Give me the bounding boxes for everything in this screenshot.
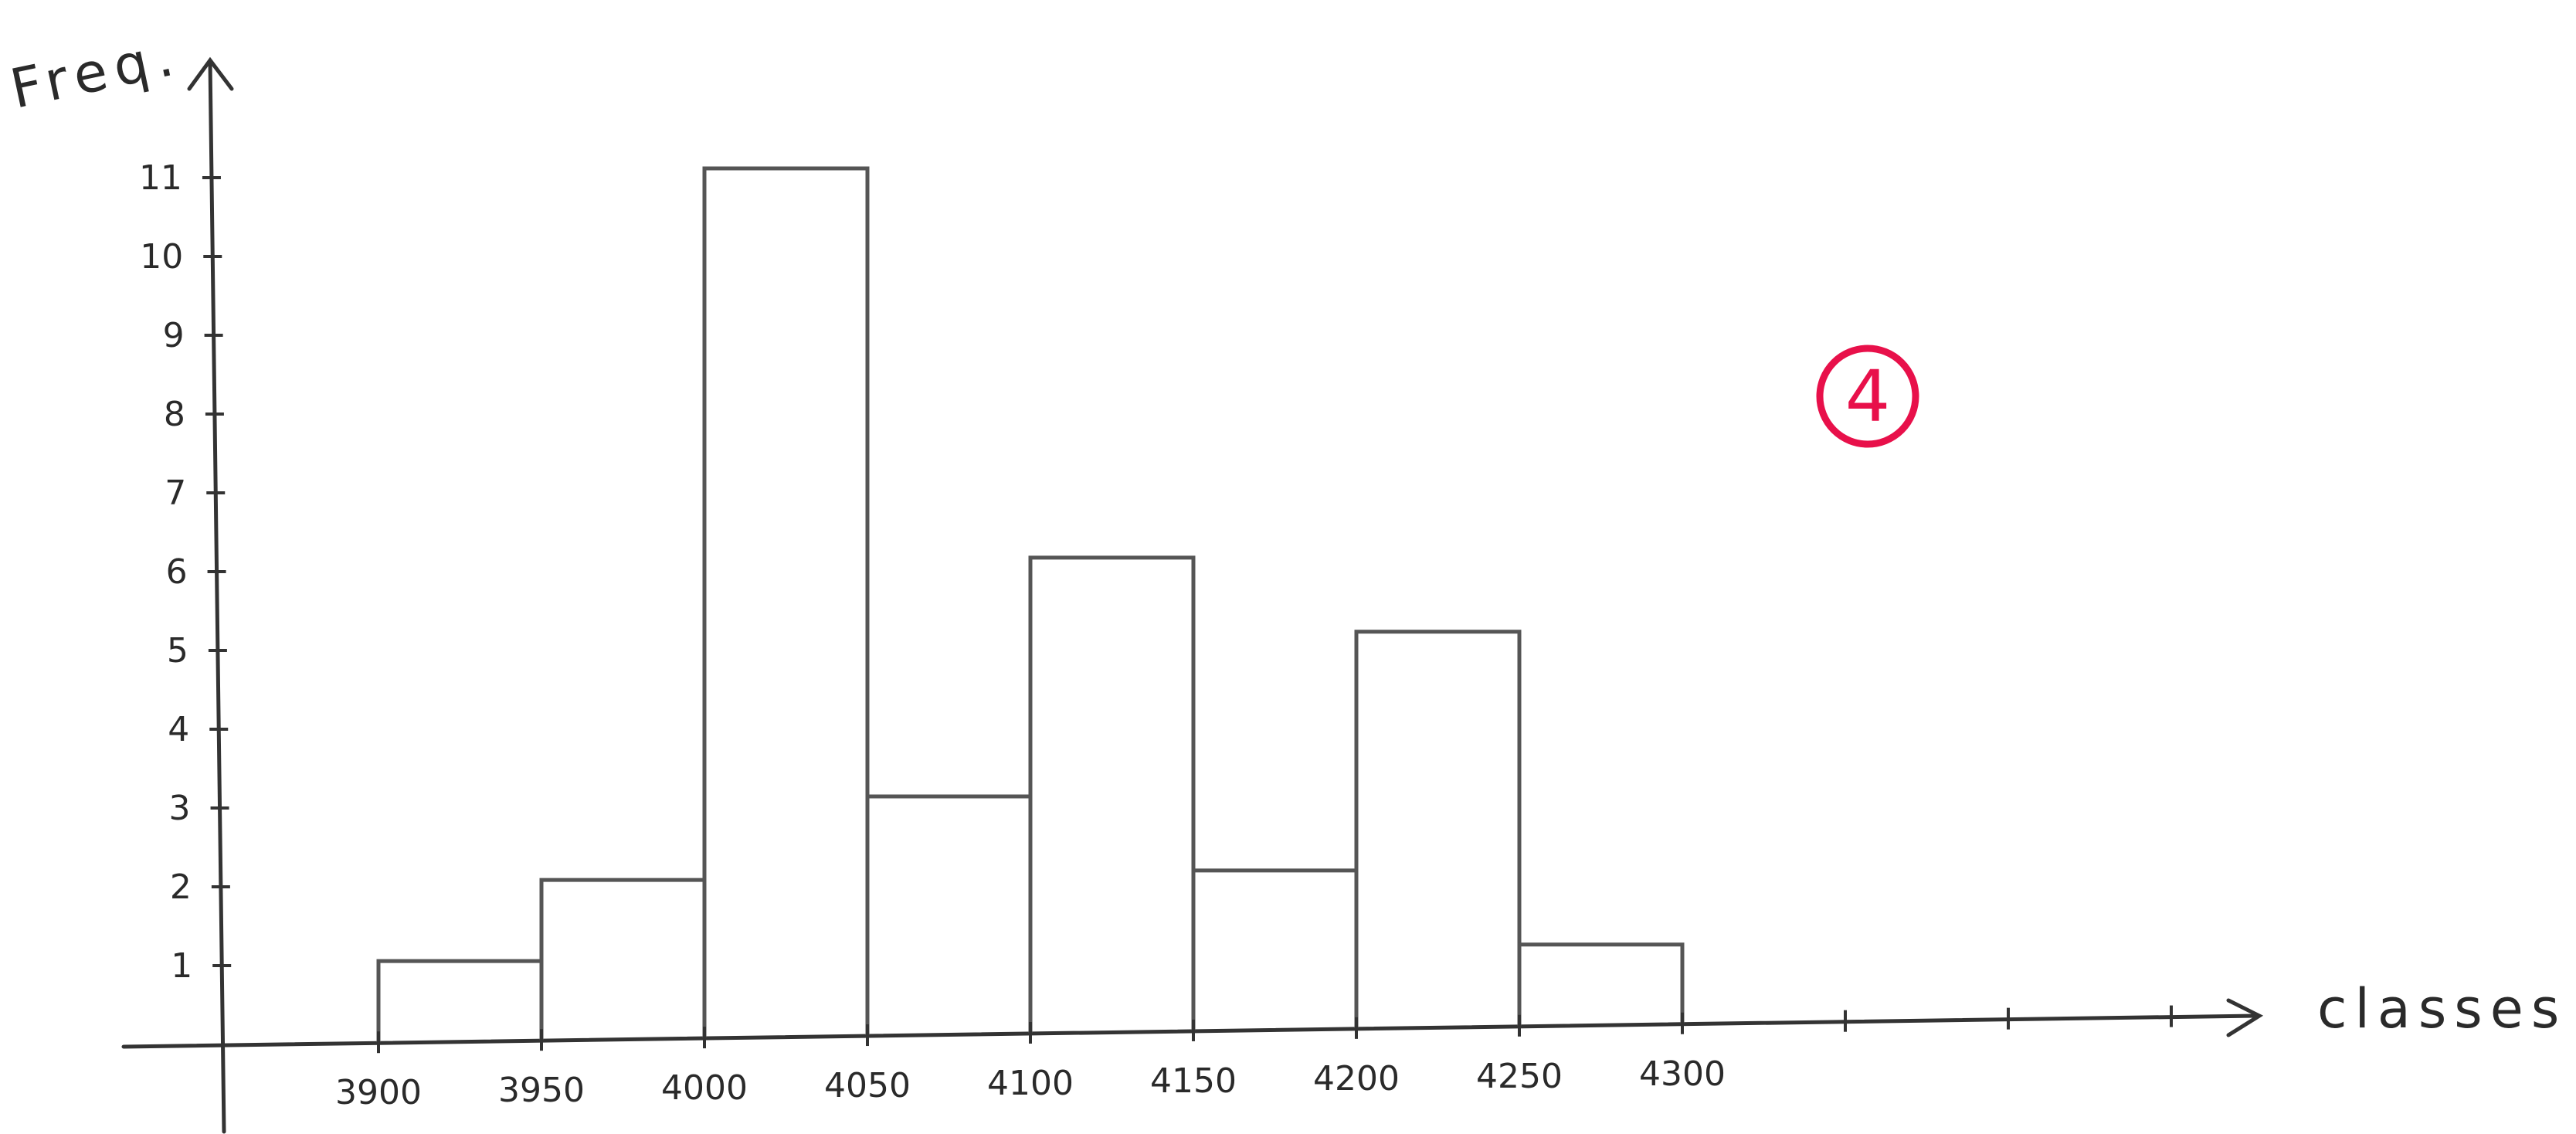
x-axis-title: classes bbox=[2317, 977, 2567, 1041]
y-axis-title: Freq. bbox=[5, 23, 185, 121]
x-axis-arrow bbox=[2226, 998, 2264, 1037]
bars bbox=[376, 166, 1685, 1043]
bar-7 bbox=[1517, 942, 1685, 1026]
x-axis-extra-ticks bbox=[1844, 1005, 2173, 1032]
y-tick-label-2: 2 bbox=[170, 867, 192, 907]
x-tick-label-1: 3950 bbox=[498, 1071, 585, 1110]
y-axis-arrow bbox=[187, 56, 234, 91]
y-tick-label-5: 5 bbox=[167, 631, 188, 671]
x-tick-label-7: 4250 bbox=[1476, 1057, 1563, 1096]
x-tick-label-8: 4300 bbox=[1639, 1054, 1726, 1094]
circled-number-annotation: 4 bbox=[1816, 345, 1919, 448]
annotation-circle bbox=[1816, 345, 1919, 448]
x-axis bbox=[121, 1013, 2258, 1049]
bar-3 bbox=[865, 794, 1033, 1036]
y-tick-label-8: 8 bbox=[164, 395, 185, 434]
y-tick-label-7: 7 bbox=[165, 474, 186, 513]
axes bbox=[121, 56, 2264, 1134]
x-ticks: 3900 3950 4000 4050 4100 4150 4200 4250 4300 bbox=[335, 1012, 1726, 1112]
x-tick-label-3: 4050 bbox=[824, 1066, 911, 1105]
y-tick-label-9: 9 bbox=[163, 316, 185, 355]
bar-2 bbox=[702, 166, 870, 1038]
bar-6 bbox=[1354, 630, 1522, 1028]
y-tick-label-4: 4 bbox=[168, 710, 189, 749]
y-axis bbox=[208, 59, 226, 1134]
bar-4 bbox=[1028, 555, 1196, 1033]
x-tick-label-4: 4100 bbox=[987, 1064, 1074, 1103]
y-tick-label-11: 11 bbox=[139, 158, 182, 198]
bar-5 bbox=[1191, 868, 1359, 1030]
annotation-number: 4 bbox=[1845, 355, 1891, 438]
x-tick-label-0: 3900 bbox=[335, 1073, 422, 1112]
y-tick-label-3: 3 bbox=[169, 789, 191, 828]
x-tick-label-6: 4200 bbox=[1313, 1059, 1400, 1098]
y-tick-label-10: 10 bbox=[140, 237, 183, 277]
y-tick-label-1: 1 bbox=[171, 946, 192, 986]
y-ticks: 1 2 3 4 5 6 7 8 9 10 11 bbox=[139, 158, 232, 986]
bar-1 bbox=[539, 878, 707, 1041]
y-tick-label-6: 6 bbox=[166, 552, 188, 592]
x-tick-label-2: 4000 bbox=[661, 1068, 748, 1108]
bar-0 bbox=[376, 959, 544, 1043]
x-tick-label-5: 4150 bbox=[1150, 1061, 1237, 1101]
